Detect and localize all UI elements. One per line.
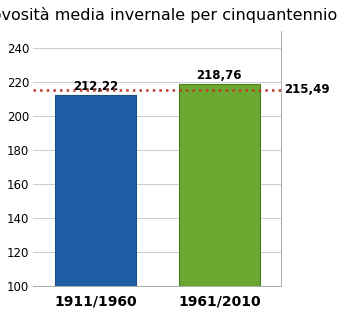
- Text: 212,22: 212,22: [73, 81, 118, 94]
- Text: 218,76: 218,76: [197, 69, 242, 83]
- Bar: [179, 84, 260, 286]
- Bar: [55, 95, 136, 286]
- Text: 215,49: 215,49: [284, 83, 329, 96]
- Title: Piovosità media invernale per cinquantennio: Piovosità media invernale per cinquanten…: [0, 7, 337, 23]
